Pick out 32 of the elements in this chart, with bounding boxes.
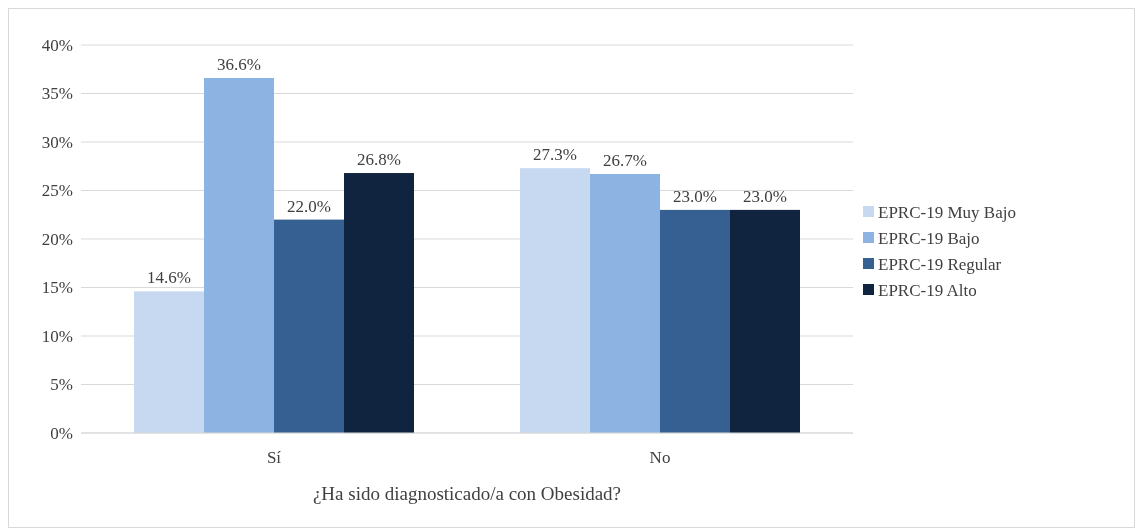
data-label: 27.3%	[533, 145, 577, 165]
bar	[730, 209, 800, 433]
data-label: 26.8%	[357, 150, 401, 170]
data-label: 23.0%	[743, 186, 787, 206]
y-tick-label: 35%	[41, 84, 73, 104]
bar	[660, 209, 730, 433]
y-tick-label: 0%	[50, 423, 73, 443]
y-tick-label: 15%	[41, 278, 73, 298]
data-label: 22.0%	[287, 196, 331, 216]
data-label: 23.0%	[673, 186, 717, 206]
bar	[590, 174, 660, 433]
x-tick-label: No	[649, 448, 671, 467]
bar	[274, 219, 344, 433]
legend-label: EPRC-19 Regular	[878, 254, 1002, 274]
y-tick-label: 40%	[41, 35, 73, 55]
y-tick-label: 30%	[41, 132, 73, 152]
legend-label: EPRC-19 Bajo	[878, 228, 980, 248]
legend-label: EPRC-19 Muy Bajo	[878, 202, 1016, 222]
y-tick-label: 10%	[41, 326, 73, 346]
x-tick-label: Sí	[266, 448, 282, 467]
data-label: 14.6%	[147, 268, 191, 288]
data-label: 26.7%	[603, 151, 647, 171]
x-axis-title: ¿Ha sido diagnosticado/a con Obesidad?	[312, 483, 622, 504]
y-tick-label: 20%	[41, 229, 73, 249]
y-tick-label: 25%	[41, 181, 73, 201]
y-tick-label: 5%	[50, 375, 73, 395]
bar	[204, 77, 274, 433]
bar	[134, 291, 204, 433]
bar	[520, 168, 590, 433]
data-label: 36.6%	[217, 54, 261, 74]
legend-label: EPRC-19 Alto	[878, 280, 977, 300]
bar	[344, 173, 414, 433]
